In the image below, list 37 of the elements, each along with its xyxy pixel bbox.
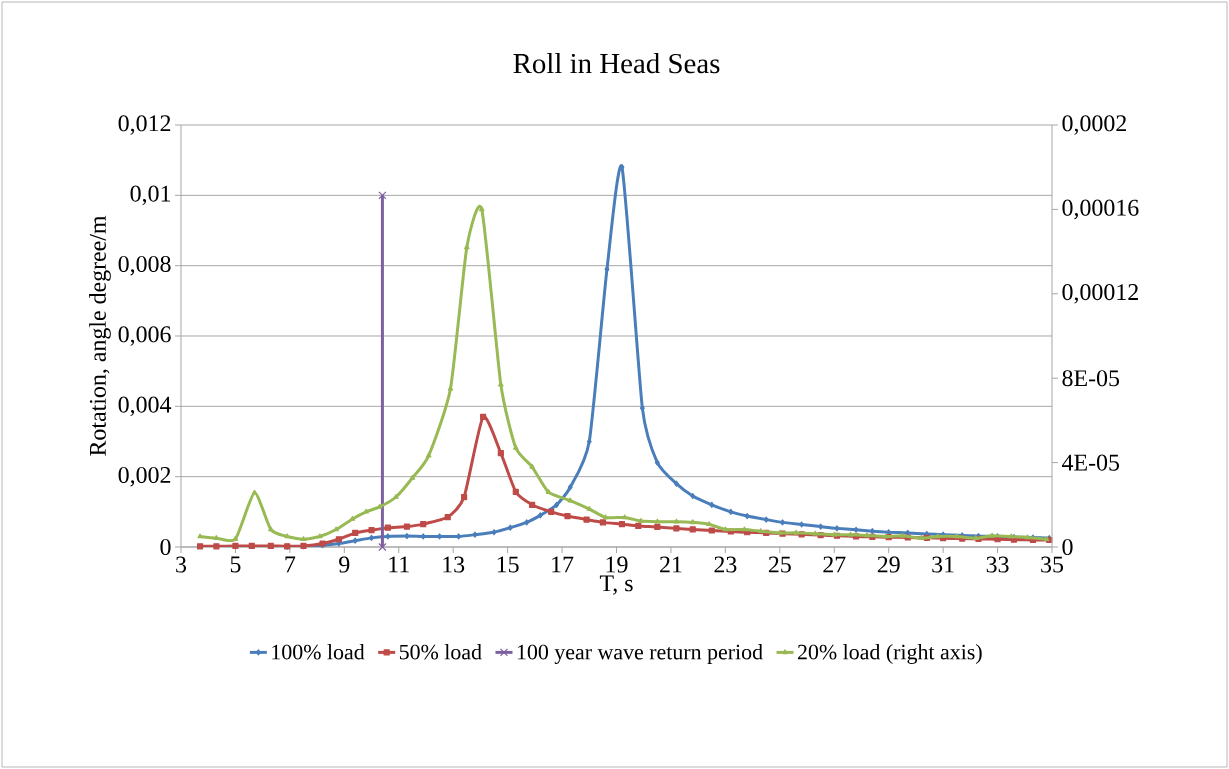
legend-label: 100 year wave return period [517,644,763,664]
x-tick-label: 19 [606,556,628,573]
y2-tick-label: 0,0002 [1062,115,1126,135]
y-tick-label: 0,01 [130,185,171,206]
x-tick-label: 7 [285,556,296,573]
x-tick-label: 13 [443,556,465,573]
y2-tick-label: 0,00012 [1062,284,1138,304]
x-tick-label: 35 [1041,556,1064,573]
y2-tick-label: 0 [1062,538,1073,556]
y2-tick-label: 8E-05 [1062,370,1120,387]
y-tick-label: 0 [160,538,171,556]
y2-tick-label: 4E-05 [1062,454,1120,471]
x-tick-label: 15 [497,556,519,573]
x-axis-title: T, s [599,575,633,595]
y-tick-label: 0,002 [118,466,171,487]
x-tick-label: 33 [986,556,1009,573]
x-tick-label: 5 [230,556,241,573]
x-tick-label: 17 [552,556,574,573]
legend-label: 100% load [272,644,365,660]
x-tick-label: 29 [877,556,900,573]
x-tick-label: 9 [339,556,350,573]
x-tick-label: 27 [823,556,846,573]
legend-label: 50% load [399,644,482,660]
x-tick-label: 25 [768,556,791,573]
y2-tick-label: 0,00016 [1062,199,1139,220]
y-tick-label: 0,008 [118,255,171,276]
y-tick-label: 0,004 [118,396,172,417]
chart-title: Roll in Head Seas [513,52,720,74]
x-tick-label: 11 [389,556,409,573]
x-tick-label: 31 [932,556,954,573]
y-axis-title: Rotation, angle degree/m [89,215,111,456]
y-tick-label: 0,012 [118,115,171,135]
x-tick-label: 23 [714,556,737,573]
x-tick-label: 21 [660,556,682,573]
x-tick-label: 3 [176,556,187,573]
y-tick-label: 0,006 [118,326,171,346]
legend-label: 20% load (right axis) [797,644,982,664]
